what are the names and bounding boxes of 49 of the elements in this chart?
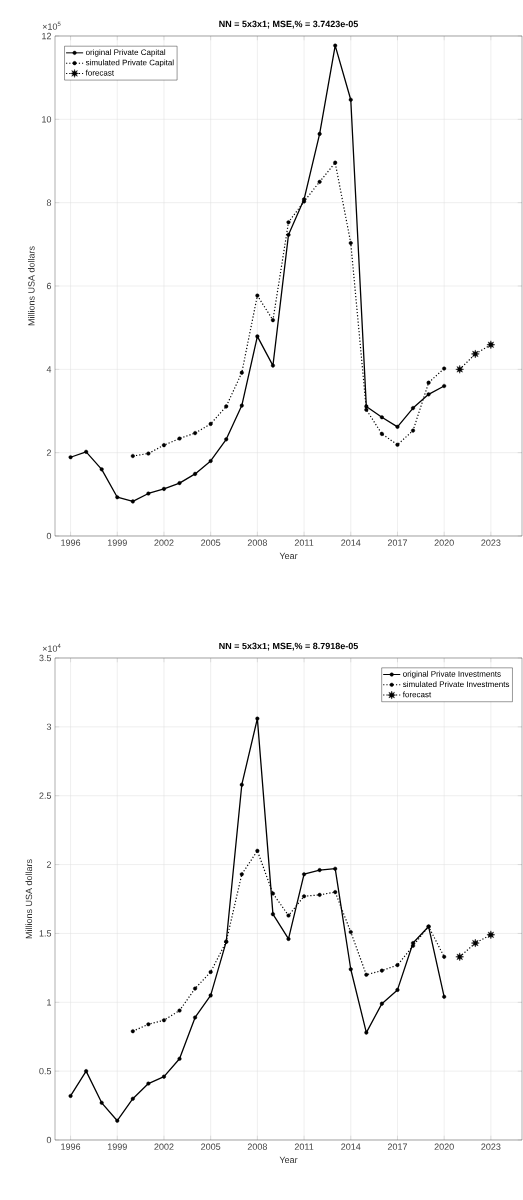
- y-tick-label: 1: [47, 999, 52, 1006]
- legend-label: simulated Private Capital: [85, 59, 174, 67]
- x-tick-label: 2014: [341, 539, 361, 546]
- x-tick-label: 2008: [247, 1143, 267, 1150]
- text: ×10$^{4}$: [42, 643, 61, 652]
- chart-title: NN = 5x3x1; MSE,% = 3.7423e-05: [219, 20, 359, 29]
- x-tick-label: 2008: [247, 539, 267, 546]
- chart-title: NN = 5x3x1; MSE,% = 8.7918e-05: [219, 642, 359, 651]
- x-tick-label: 2023: [481, 1143, 501, 1150]
- x-tick-label: 1996: [61, 1143, 81, 1150]
- x-tick-label: 2017: [387, 539, 408, 546]
- y-tick-label: 0: [46, 1136, 52, 1144]
- x-tick-label: 2020: [434, 539, 454, 546]
- y-axis-title: Millions USA dollars: [27, 246, 35, 326]
- x-tick-label: 2011: [294, 539, 314, 546]
- legend-label: original Private Capital: [85, 49, 166, 57]
- y-tick-label: 2: [46, 449, 52, 456]
- y-tick-label: 4: [46, 366, 52, 373]
- x-tick-label: 2011: [294, 1143, 314, 1150]
- y-tick-label: 8: [46, 199, 52, 206]
- text: ×10$^{5}$: [42, 21, 61, 30]
- legend-label: forecast: [85, 69, 115, 76]
- y-tick-label: 0: [46, 532, 52, 540]
- x-tick-label: 2005: [201, 1143, 221, 1150]
- y-tick-label: 12: [42, 32, 52, 40]
- y-tick-label: 3: [46, 723, 52, 731]
- x-tick-label: 1999: [107, 1143, 127, 1150]
- x-axis-title: Year: [279, 1156, 298, 1164]
- y-tick-label: 10: [42, 116, 52, 123]
- y-tick-label: 3.5: [39, 654, 52, 662]
- x-axis-title: Year: [279, 552, 298, 560]
- y-tick-label: 1.5: [39, 930, 52, 937]
- y-tick-label: 2.5: [39, 792, 52, 799]
- legend-label: forecast: [402, 691, 432, 698]
- x-tick-label: 2014: [341, 1143, 361, 1150]
- x-tick-label: 2023: [481, 539, 501, 546]
- x-tick-label: 2017: [387, 1143, 408, 1150]
- y-tick-label: 2: [46, 861, 52, 868]
- x-tick-label: 2020: [434, 1143, 454, 1150]
- y-tick-label: 0.5: [39, 1067, 52, 1075]
- y-tick-label: 6: [46, 282, 52, 290]
- legend-label: original Private Investments: [403, 670, 501, 679]
- x-tick-label: 2005: [201, 539, 221, 546]
- x-tick-label: 1996: [61, 539, 81, 546]
- legend-label: simulated Private Investments: [402, 681, 510, 688]
- y-axis-title: Millions USA dollars: [25, 859, 33, 939]
- x-tick-label: 2002: [154, 539, 174, 546]
- x-tick-label: 1999: [107, 539, 127, 546]
- x-tick-label: 2002: [154, 1143, 174, 1150]
